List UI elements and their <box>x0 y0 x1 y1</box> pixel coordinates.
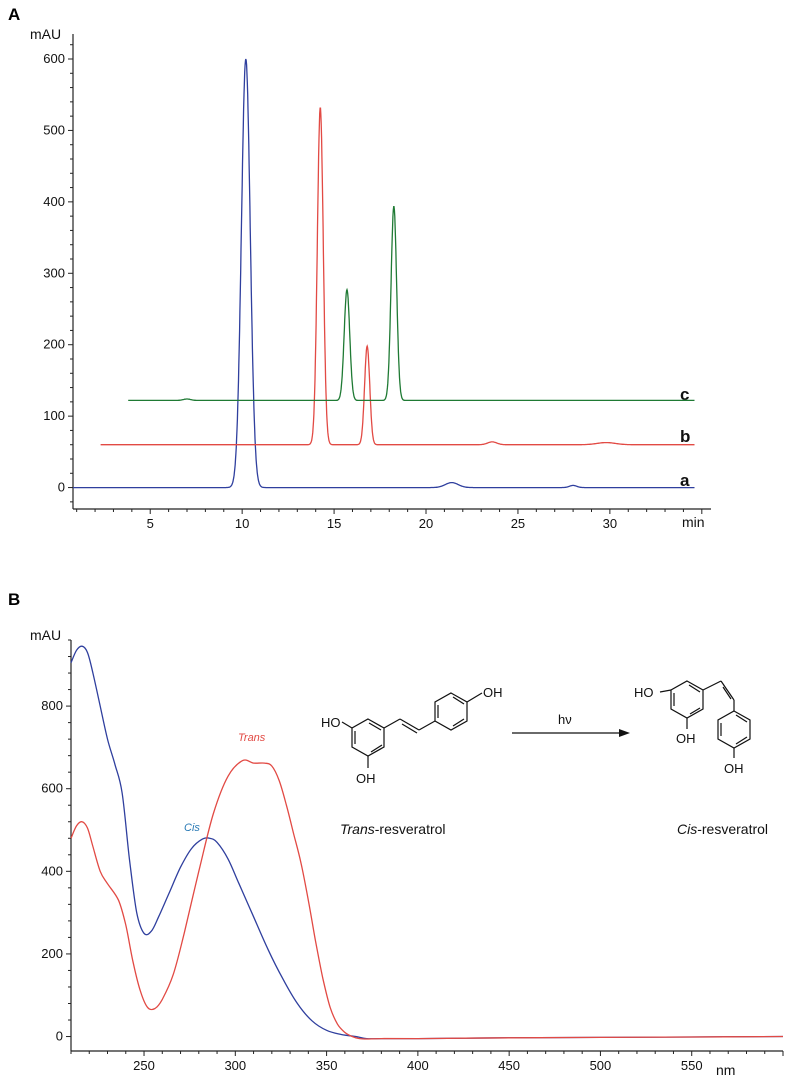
spectrum-cis <box>70 645 784 1040</box>
trans-vinyl-bond <box>399 718 420 731</box>
arrow-head <box>619 729 630 737</box>
trans-vinyl-bond <box>418 720 436 731</box>
panel-a: A mAU min c b a 0 100 200 300 400 500 600 5 10 15… <box>8 5 711 531</box>
cis-name-italic: Cis <box>677 821 697 837</box>
panel-a-y-unit: mAU <box>30 26 61 42</box>
reaction-arrow <box>512 729 630 737</box>
trans-ring-a <box>351 718 385 757</box>
arrow-label-hv: hν <box>558 712 572 727</box>
y-tick-label: 500 <box>43 122 65 137</box>
cis-name-rest: -resveratrol <box>697 821 768 837</box>
y-tick-label: 400 <box>41 863 63 878</box>
x-tick-label: 300 <box>224 1058 246 1073</box>
y-tick-label: 600 <box>43 51 65 66</box>
cis-ring-b-double-bond <box>735 736 748 745</box>
trans-oh-bond <box>341 721 353 729</box>
cis-oh-bond <box>659 689 672 693</box>
cis-ring-a-double-bond <box>689 707 701 715</box>
trans-name-rest: -resveratrol <box>375 821 446 837</box>
cis-ring-b <box>717 710 751 749</box>
panel-a-label: A <box>8 5 20 24</box>
panel-a-x-unit: min <box>682 514 705 530</box>
trace-c <box>128 205 695 402</box>
cis-resveratrol-name: Cis-resveratrol <box>677 821 768 837</box>
cis-series-label: Cis <box>184 822 200 834</box>
trans-oh-bottom: OH <box>356 771 376 786</box>
trans-vinyl-bond <box>383 718 401 729</box>
y-tick-label: 200 <box>41 946 63 961</box>
trans-resveratrol-structure <box>341 692 483 768</box>
trans-ring-b-double-bond <box>452 718 465 727</box>
x-tick-label: 20 <box>419 516 433 531</box>
cis-ring-a <box>670 680 704 719</box>
trace-label-c: c <box>680 385 689 404</box>
spectrum-trans <box>70 759 784 1040</box>
trans-resveratrol-name: Trans-resveratrol <box>340 821 446 837</box>
trans-name-italic: Trans <box>340 821 375 837</box>
panel-b-x-unit: nm <box>716 1062 735 1078</box>
trans-vinyl-double-bond <box>401 723 418 734</box>
x-tick-label: 5 <box>147 516 154 531</box>
panel-b-plot <box>70 645 784 1040</box>
y-tick-label: 100 <box>43 408 65 423</box>
trans-series-label: Trans <box>238 732 266 744</box>
y-tick-label: 400 <box>43 194 65 209</box>
trans-oh-bond <box>466 692 483 703</box>
trans-oh-right: OH <box>483 685 503 700</box>
panel-b-axes: 0 200 400 600 800 250 300 350 400 450 500 550 <box>41 639 784 1073</box>
y-tick-label: 600 <box>41 781 63 796</box>
y-tick-label: 300 <box>43 265 65 280</box>
cis-vinyl-double-bond <box>722 686 732 700</box>
panel-b-y-unit: mAU <box>30 627 61 643</box>
cis-vinyl-bond <box>720 680 735 701</box>
cis-oh-ring2: OH <box>724 761 744 776</box>
y-tick-label: 0 <box>58 480 65 495</box>
trans-oh-left: HO <box>321 715 341 730</box>
cis-oh-bottom: OH <box>676 731 696 746</box>
x-tick-label: 350 <box>316 1058 338 1073</box>
trace-label-b: b <box>680 427 690 446</box>
panel-a-axes: 0 100 200 300 400 500 600 5 10 15 20 25 30 <box>43 34 711 531</box>
x-tick-label: 500 <box>590 1058 612 1073</box>
x-tick-label: 25 <box>511 516 525 531</box>
x-tick-label: 10 <box>235 516 249 531</box>
trace-a <box>73 58 695 489</box>
y-tick-label: 200 <box>43 337 65 352</box>
y-tick-label: 800 <box>41 698 63 713</box>
x-tick-label: 30 <box>603 516 617 531</box>
x-tick-label: 15 <box>327 516 341 531</box>
panel-b-label: B <box>8 590 20 609</box>
trans-ring-b-double-bond <box>452 696 465 705</box>
x-tick-label: 400 <box>407 1058 429 1073</box>
panel-b: B mAU nm Cis Trans 0 200 400 600 800 250 300 35… <box>8 590 784 1078</box>
cis-vinyl-bond <box>702 680 722 691</box>
x-tick-label: 550 <box>681 1058 703 1073</box>
cis-oh-left: HO <box>634 685 654 700</box>
x-tick-label: 250 <box>133 1058 155 1073</box>
trans-ring-a-double-bond <box>368 722 382 731</box>
y-tick-label: 0 <box>56 1029 63 1044</box>
cis-ring-a-double-bond <box>688 684 701 693</box>
panel-a-plot <box>73 58 695 489</box>
trans-ring-a-double-bond <box>370 744 383 753</box>
trace-label-a: a <box>680 471 690 490</box>
cis-ring-b-double-bond <box>735 714 748 723</box>
x-tick-label: 450 <box>498 1058 520 1073</box>
trans-ring-b <box>434 692 468 731</box>
trace-b <box>100 107 695 446</box>
cis-resveratrol-structure <box>659 680 751 758</box>
